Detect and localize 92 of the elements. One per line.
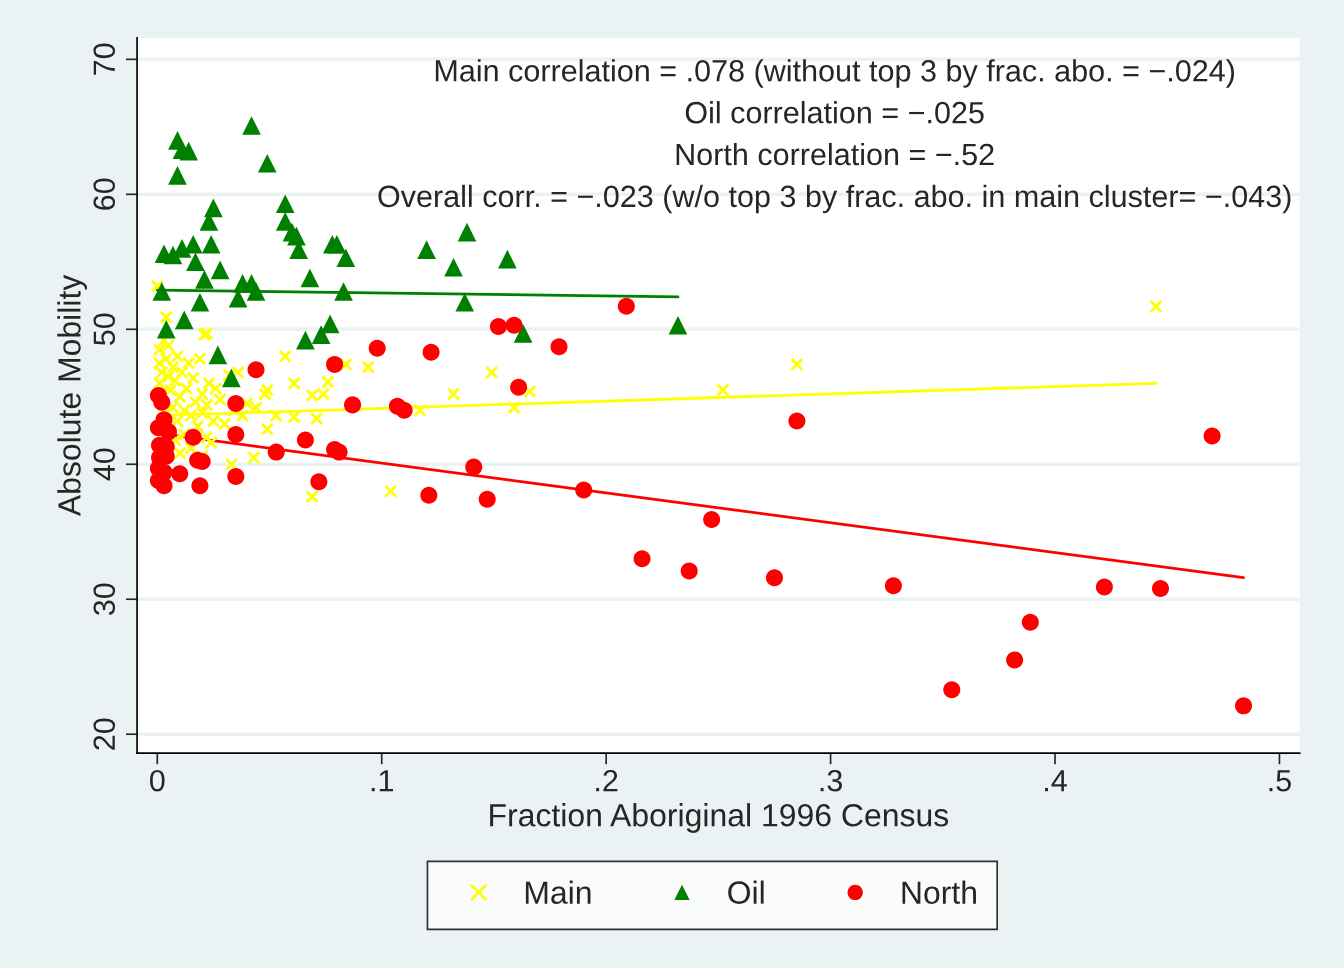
point — [884, 577, 902, 595]
point — [498, 249, 517, 269]
point — [204, 198, 223, 218]
point — [680, 562, 698, 580]
point — [179, 141, 199, 161]
point — [227, 395, 245, 413]
y-tick-label: 20 — [93, 718, 116, 750]
x-tick-label: 0 — [149, 769, 165, 792]
point — [1235, 697, 1253, 715]
x-tick-label: .2 — [596, 769, 618, 792]
point — [190, 292, 210, 312]
point — [186, 252, 205, 272]
point — [368, 339, 386, 357]
point — [184, 428, 202, 446]
point — [336, 248, 356, 268]
point — [1151, 579, 1170, 597]
point — [457, 222, 477, 242]
point — [633, 550, 651, 568]
point — [191, 477, 209, 495]
point — [703, 511, 721, 529]
y-tick-label: 60 — [93, 178, 116, 210]
point — [765, 569, 783, 587]
point — [275, 194, 295, 214]
point — [171, 465, 189, 483]
point — [172, 238, 192, 258]
legend-label: Oil — [728, 880, 764, 904]
point — [227, 467, 245, 485]
point — [267, 443, 285, 461]
point — [788, 412, 806, 430]
point — [505, 316, 523, 334]
point — [478, 490, 496, 508]
y-tick-label: 30 — [93, 583, 116, 616]
point — [152, 282, 172, 301]
annotation: Main correlation = .078 (without top 3 by frac. abo. = −.024) — [435, 59, 1235, 88]
point — [247, 361, 265, 379]
point — [327, 234, 347, 254]
point — [465, 458, 483, 476]
point — [246, 282, 266, 301]
point — [296, 431, 314, 449]
x-tick-label: .4 — [1045, 770, 1067, 792]
point — [334, 282, 353, 301]
point — [1203, 427, 1221, 445]
x-tick-label: .3 — [820, 769, 842, 792]
point — [210, 260, 230, 280]
point — [444, 257, 463, 277]
point — [417, 240, 436, 259]
point — [320, 314, 340, 334]
point — [617, 297, 635, 315]
point — [420, 486, 438, 504]
legend-label: Main — [525, 880, 591, 904]
point — [668, 315, 688, 335]
point — [455, 292, 475, 312]
point — [208, 345, 228, 365]
point — [156, 319, 176, 339]
x-tick-label: .5 — [1269, 770, 1291, 792]
point — [222, 368, 241, 388]
point — [168, 166, 187, 185]
point — [296, 330, 315, 350]
y-tick-label: 70 — [93, 43, 116, 75]
point — [242, 116, 261, 135]
legend-label: North — [902, 880, 976, 904]
point — [174, 310, 194, 330]
annotation: Oil correlation = −.025 — [685, 101, 984, 124]
point — [550, 338, 568, 356]
point — [1006, 651, 1024, 669]
point — [155, 477, 173, 495]
x-axis-title: Fraction Aboriginal 1996 Census — [490, 803, 949, 833]
point — [513, 324, 533, 343]
point — [1095, 578, 1113, 596]
point — [195, 270, 214, 289]
point — [300, 268, 320, 288]
point — [257, 153, 277, 173]
point — [201, 234, 221, 254]
y-tick-label: 40 — [93, 448, 116, 481]
point — [1021, 613, 1039, 631]
y-tick-label: 50 — [93, 313, 116, 346]
point — [575, 481, 593, 499]
point — [395, 401, 413, 419]
point — [227, 426, 245, 444]
point — [326, 355, 344, 373]
point — [489, 318, 507, 336]
y-axis-title: Absolute Mobility — [57, 274, 88, 517]
annotation: Overall corr. = −.023 (w/o top 3 by frac. abo. in main cluster= −.043) — [378, 184, 1291, 214]
point — [160, 423, 178, 441]
point — [422, 343, 440, 361]
point — [344, 396, 362, 414]
point — [311, 325, 331, 345]
point — [310, 473, 328, 491]
x-tick-label: .1 — [371, 770, 393, 792]
annotation: North correlation = −.52 — [676, 142, 994, 166]
point — [510, 378, 528, 396]
point — [943, 681, 961, 699]
